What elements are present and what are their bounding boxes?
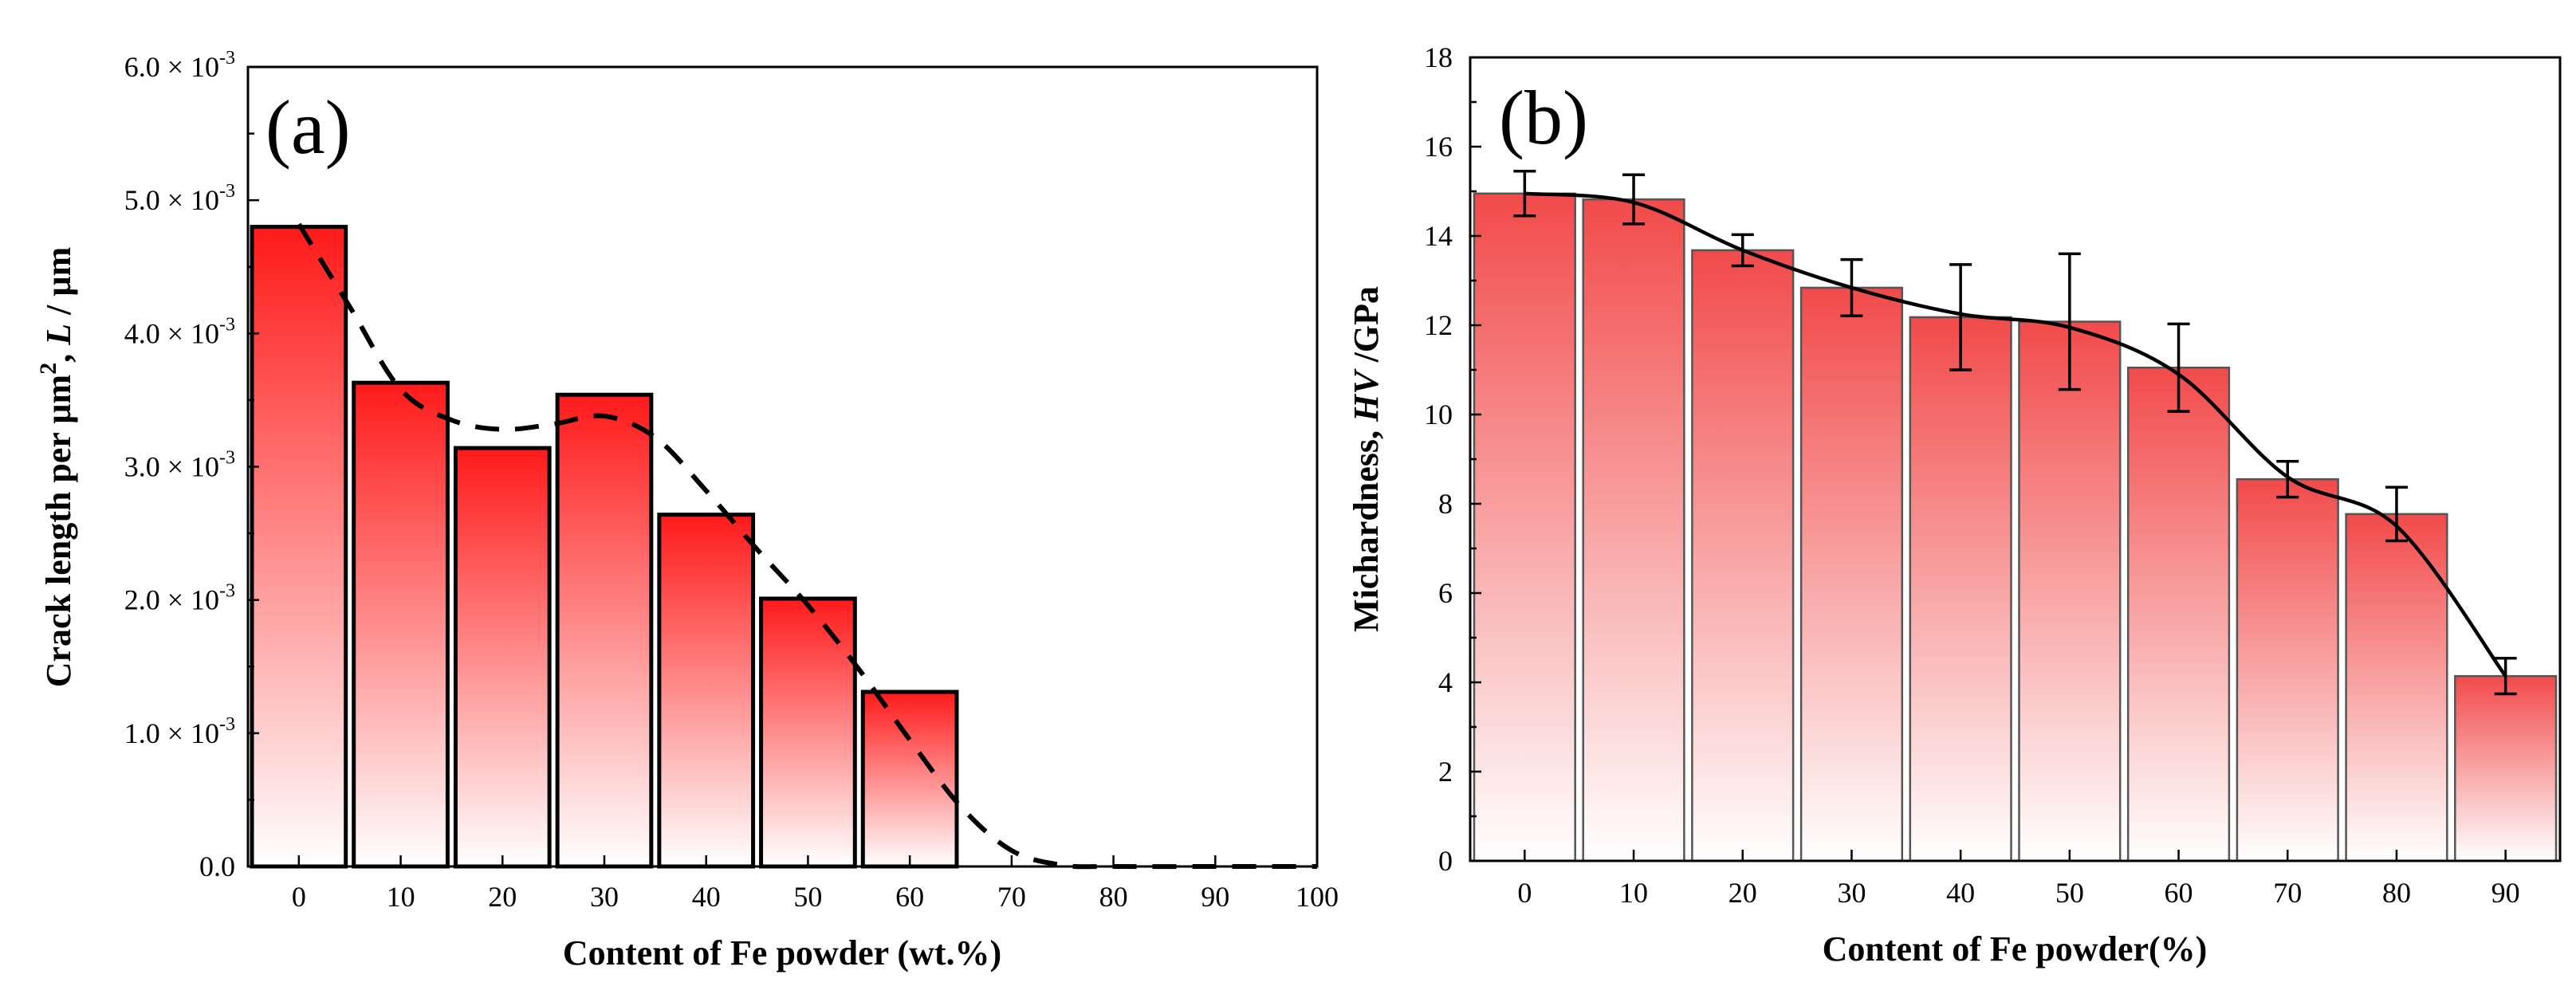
panel-label-a: (a) xyxy=(265,84,351,170)
bar-a-20 xyxy=(453,446,552,869)
y-axis-title-a-part1: Crack length per µm xyxy=(39,375,78,687)
x-tick-label-b-60: 60 xyxy=(2165,877,2193,909)
y-tick-label-b-8: 8 xyxy=(1438,488,1453,520)
y-axis-title-b-part1: Michardness, xyxy=(1347,422,1386,632)
x-tick-label-a-40: 40 xyxy=(692,881,721,913)
x-tick-label-a-20: 20 xyxy=(488,881,517,913)
trend-line-a xyxy=(297,222,1317,870)
y-axis-title-a: Crack length per µm2, L / µm xyxy=(35,247,78,688)
error-bars-group-b xyxy=(1513,170,2517,696)
error-bar-b-40 xyxy=(1949,263,1972,371)
bar-b-0 xyxy=(1473,192,1576,862)
x-axis-title-b: Content of Fe powder(%) xyxy=(1823,929,2208,968)
plot-frame-a xyxy=(246,65,1319,868)
bar-b-50 xyxy=(2018,320,2122,862)
bar-b-60 xyxy=(2126,366,2231,862)
error-bar-b-70 xyxy=(2276,460,2299,499)
x-tick-label-b-20: 20 xyxy=(1728,877,1757,909)
x-tick-label-a-0: 0 xyxy=(292,881,306,913)
trend-line-b xyxy=(1524,191,2507,678)
y-tick-label-b-14: 14 xyxy=(1424,220,1453,252)
y-tick-label-b-10: 10 xyxy=(1424,399,1453,430)
error-bar-b-60 xyxy=(2167,322,2190,413)
x-tick-label-a-10: 10 xyxy=(387,881,415,913)
chart-panel-a: 0 10 20 30 40 50 60 70 80 90 100 0.0 1.0 × 10-3 2.0 ×… xyxy=(35,48,1339,972)
x-tick-label-b-90: 90 xyxy=(2491,877,2520,909)
y-tick-label-b-16: 16 xyxy=(1424,131,1453,163)
y-tick-label-b-18: 18 xyxy=(1424,41,1453,73)
bars-group-b xyxy=(1473,192,2558,862)
x-tick-label-a-90: 90 xyxy=(1201,881,1229,913)
error-bar-b-30 xyxy=(1840,257,1863,317)
bar-a-30 xyxy=(555,392,654,869)
x-tick-label-a-30: 30 xyxy=(590,881,619,913)
y-tick-label-b-12: 12 xyxy=(1424,309,1453,341)
x-tick-label-b-80: 80 xyxy=(2382,877,2411,909)
x-tick-label-b-10: 10 xyxy=(1619,877,1648,909)
bar-a-40 xyxy=(657,513,756,869)
chart-panel-b: 0 10 20 30 40 50 60 70 80 90 0 2 4 6 8 10 12 14 16 18 (b) C… xyxy=(1347,41,2562,968)
error-bar-b-80 xyxy=(2385,485,2408,543)
bar-b-10 xyxy=(1582,198,1685,862)
error-bar-b-20 xyxy=(1731,233,1754,268)
trend-line-group-b xyxy=(1524,191,2507,678)
error-bar-b-90 xyxy=(2494,657,2517,696)
y-axis-title-a-sup: 2 xyxy=(35,363,61,375)
bar-b-90 xyxy=(2454,674,2558,862)
y-tick-label-a-2: 2.0 × 10-3 xyxy=(124,581,235,616)
y-tick-label-a-4: 4.0 × 10-3 xyxy=(124,314,235,349)
bar-a-0 xyxy=(250,225,348,869)
y-axis-title-b-symbol: HV xyxy=(1347,368,1386,422)
x-tick-label-a-50: 50 xyxy=(793,881,822,913)
bar-a-10 xyxy=(352,380,450,869)
y-tick-label-a-3: 3.0 × 10-3 xyxy=(124,448,235,483)
bar-b-40 xyxy=(1909,316,2012,862)
bar-a-50 xyxy=(759,596,857,869)
x-tick-label-b-30: 30 xyxy=(1837,877,1866,909)
error-bar-b-0 xyxy=(1513,170,1536,218)
y-axis-title-a-sep: , xyxy=(39,345,78,363)
y-tick-label-b-6: 6 xyxy=(1438,577,1453,609)
y-tick-label-a-0: 0.0 xyxy=(199,851,235,882)
x-tick-label-a-70: 70 xyxy=(997,881,1026,913)
y-tick-label-a-1: 1.0 × 10-3 xyxy=(124,714,235,749)
bars-group-a xyxy=(250,225,959,869)
y-tick-label-a-5: 5.0 × 10-3 xyxy=(124,181,235,216)
bar-b-30 xyxy=(1799,286,1904,862)
x-tick-label-a-80: 80 xyxy=(1099,881,1128,913)
y-tick-label-a-6: 6.0 × 10-3 xyxy=(124,48,235,83)
y-axis-title-b-unit: /GPa xyxy=(1347,286,1386,371)
x-tick-label-b-70: 70 xyxy=(2273,877,2302,909)
y-axis-title-a-symbol: L xyxy=(39,324,78,346)
x-tick-label-b-0: 0 xyxy=(1517,877,1532,909)
axes-group-b: 0 10 20 30 40 50 60 70 80 90 0 2 4 6 8 10 12 14 16 18 xyxy=(1424,41,2520,909)
y-tick-label-b-4: 4 xyxy=(1438,666,1453,698)
trend-line-group-a xyxy=(297,222,1317,870)
plot-frame-b xyxy=(1469,56,2562,862)
x-axis-title-a: Content of Fe powder (wt.%) xyxy=(563,933,1001,972)
panel-label-b: (b) xyxy=(1499,75,1588,160)
x-tick-label-b-40: 40 xyxy=(1946,877,1975,909)
x-tick-label-b-50: 50 xyxy=(2055,877,2084,909)
y-tick-label-b-2: 2 xyxy=(1438,756,1453,788)
y-axis-title-a-unit: / µm xyxy=(39,247,78,324)
y-tick-label-b-0: 0 xyxy=(1438,845,1453,877)
error-bar-b-10 xyxy=(1622,173,1646,226)
x-tick-label-a-100: 100 xyxy=(1296,881,1339,913)
y-axis-title-b: Michardness, HV /GPa xyxy=(1347,286,1386,632)
bar-b-20 xyxy=(1691,249,1795,862)
bar-b-80 xyxy=(2345,513,2448,862)
x-tick-label-a-60: 60 xyxy=(895,881,924,913)
error-bar-b-50 xyxy=(2058,252,2081,391)
bar-a-60 xyxy=(860,690,959,869)
axes-group-a: 0 10 20 30 40 50 60 70 80 90 100 0.0 1.0 × 10-3 2.0 ×… xyxy=(124,48,1339,913)
bar-b-70 xyxy=(2236,477,2339,862)
